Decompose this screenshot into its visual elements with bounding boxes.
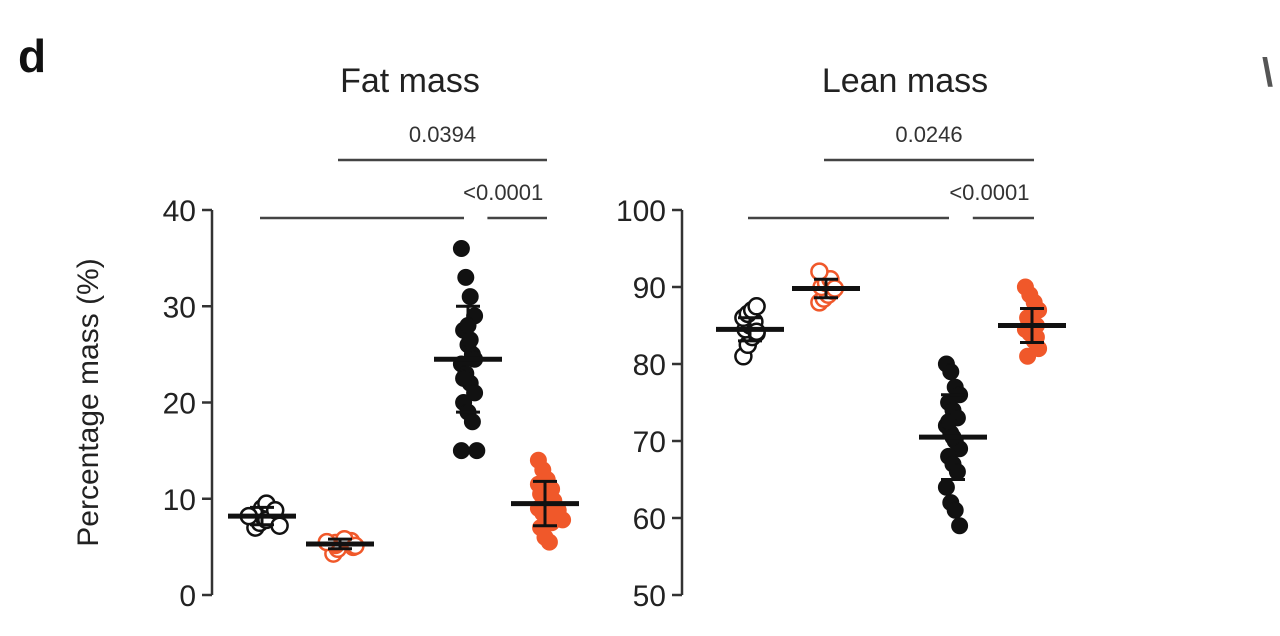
y-tick-label: 90 <box>633 272 666 305</box>
lean-mass-chart: Lean mass 50 60 70 80 90 100 0.0246 <0.0001 <box>616 62 1066 613</box>
y-tick-label: 0 <box>179 580 196 613</box>
cropped-panel-fragment-icon: \ <box>1262 51 1273 95</box>
data-point <box>747 297 766 316</box>
y-tick-label: 20 <box>163 388 196 421</box>
data-point <box>540 533 558 551</box>
data-point <box>1019 347 1037 365</box>
significance-label: 0.0394 <box>409 122 476 147</box>
chart-title: Lean mass <box>822 62 988 100</box>
data-point <box>554 511 572 529</box>
data-point <box>461 288 479 306</box>
data-point <box>468 442 486 460</box>
data-point <box>951 517 969 535</box>
data-point <box>452 240 470 257</box>
y-tick-label: 100 <box>616 195 666 228</box>
y-axis-label: Percentage mass (%) <box>72 258 105 546</box>
data-point <box>810 262 829 281</box>
significance-label: <0.0001 <box>949 180 1029 205</box>
significance-label: <0.0001 <box>463 180 543 205</box>
data-point <box>937 478 955 496</box>
data-point <box>463 413 481 431</box>
y-tick-label: 80 <box>633 349 666 382</box>
data-point <box>942 363 960 381</box>
data-point <box>946 501 964 519</box>
y-tick-label: 30 <box>163 291 196 324</box>
data-point <box>452 442 470 460</box>
y-tick-label: 70 <box>633 426 666 459</box>
y-tick-label: 40 <box>163 195 196 228</box>
fat-mass-chart: Fat mass Percentage mass (%) 0 10 20 30 40 0.03… <box>72 62 579 613</box>
chart-title: Fat mass <box>340 62 480 100</box>
significance-label: 0.0246 <box>895 122 962 147</box>
panel-letter: d <box>18 30 46 82</box>
data-point <box>457 268 475 286</box>
y-tick-label: 60 <box>633 503 666 536</box>
y-tick-label: 10 <box>163 484 196 517</box>
data-point <box>461 331 479 349</box>
y-tick-label: 50 <box>633 580 666 613</box>
